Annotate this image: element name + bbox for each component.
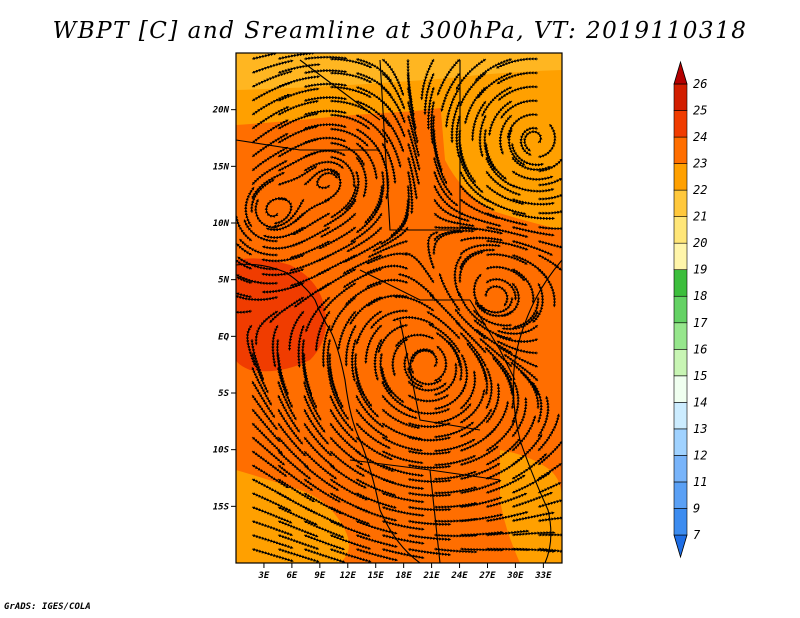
colorbar-swatch [673,322,688,350]
colorbar-swatch [673,163,688,191]
y-tick-label: 5N [218,276,229,286]
x-tick-label: 3E [258,571,270,581]
y-axis: 20N 15N 10N 5N EQ 5S 10S 15S [212,106,236,512]
colorbar-swatch [673,428,688,456]
colorbar-lower-extend [673,534,688,559]
y-tick-label: 15N [213,162,230,172]
colorbar-swatch [673,295,688,324]
colorbar: 7 9 11 12 13 14 15 16 17 18 19 20 21 22 23 24 25 26 [673,60,708,559]
colorbar-label: 21 [693,210,707,224]
colorbar-label: 22 [693,183,707,197]
y-tick-label: 10S [213,446,230,456]
x-tick-label: 30E [506,571,524,581]
colorbar-label: 19 [693,263,707,277]
y-tick-label: 5S [218,389,229,399]
x-tick-label: 24E [450,571,468,581]
x-tick-label: 18E [396,571,413,581]
x-tick-label: 21E [422,571,440,581]
colorbar-upper-extend [673,60,688,85]
x-tick-label: 33E [534,571,552,581]
y-tick-label: 20N [212,106,230,116]
colorbar-swatch [673,189,688,217]
map-plot-area [236,53,562,563]
colorbar-label: 12 [693,448,707,462]
colorbar-swatch [673,402,688,430]
colorbar-label: 13 [693,422,707,436]
map-frame [235,52,563,564]
colorbar-swatch [673,269,688,297]
colorbar-swatch [673,110,688,138]
colorbar-label: 9 [693,501,700,515]
colorbar-label: 14 [693,395,707,409]
y-tick-label: 10N [213,219,230,229]
x-tick-label: 12E [340,571,357,581]
y-tick-label: EQ [218,332,229,342]
colorbar-swatch [673,508,688,536]
colorbar-label: 7 [693,528,701,542]
x-tick-label: 15E [368,571,385,581]
colorbar-swatch [673,348,688,377]
colorbar-label: 17 [693,316,708,330]
y-tick-label: 15S [213,502,230,512]
x-tick-label: 9E [314,571,325,581]
colorbar-swatch [673,83,688,111]
colorbar-swatch [673,216,688,244]
x-axis: 3E 6E 9E 12E 15E 18E 21E 24E 27E 30E 33E [258,563,552,581]
colorbar-label: 25 [693,104,707,118]
colorbar-label: 23 [693,157,707,171]
colorbar-label: 18 [693,289,707,303]
x-tick-label: 6E [286,571,297,581]
footer-credit: GrADS: IGES/COLA [4,602,91,612]
colorbar-swatch [673,375,688,403]
colorbar-swatch [673,136,688,164]
colorbar-label: 15 [693,369,707,383]
colorbar-label: 24 [693,130,707,144]
colorbar-label: 20 [693,236,707,250]
colorbar-swatch [673,481,688,509]
colorbar-label: 26 [693,77,707,91]
colorbar-label: 11 [693,475,707,489]
country-borders [236,59,562,563]
chart-title: WBPT [C] and Sreamline at 300hPa, VT: 20… [52,18,748,44]
x-tick-label: 27E [478,571,496,581]
colorbar-swatch [673,242,688,271]
colorbar-label: 16 [693,342,707,356]
colorbar-swatch [673,455,688,483]
